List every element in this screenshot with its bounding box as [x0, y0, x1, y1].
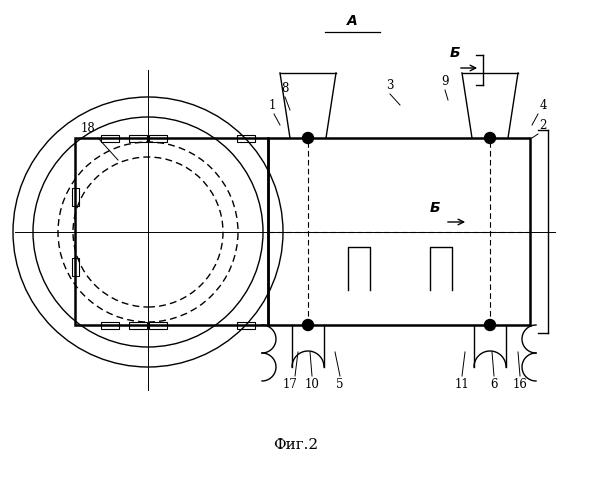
Text: Б: Б	[450, 46, 461, 60]
Text: А: А	[347, 14, 358, 28]
Circle shape	[303, 320, 314, 330]
Bar	[72, 258, 79, 276]
Text: Б: Б	[430, 201, 440, 215]
Bar	[149, 322, 167, 328]
Text: 5: 5	[336, 378, 344, 391]
Bar	[237, 134, 255, 141]
Bar	[101, 322, 119, 328]
Bar	[129, 322, 147, 328]
Bar	[72, 188, 79, 206]
Text: 8: 8	[281, 82, 289, 95]
Text: 11: 11	[455, 378, 469, 391]
Bar	[149, 134, 167, 141]
Bar	[129, 134, 147, 141]
Text: 6: 6	[490, 378, 498, 391]
Text: 18: 18	[81, 122, 95, 135]
Bar	[75, 138, 268, 325]
Circle shape	[484, 132, 496, 143]
Text: 2: 2	[539, 119, 546, 132]
Text: 9: 9	[441, 75, 449, 88]
Circle shape	[484, 320, 496, 330]
Text: 17: 17	[282, 378, 297, 391]
Bar	[101, 134, 119, 141]
Text: 1: 1	[268, 99, 276, 112]
Text: 4: 4	[539, 99, 547, 112]
Circle shape	[303, 132, 314, 143]
Bar	[237, 322, 255, 328]
Text: 3: 3	[386, 79, 394, 92]
Bar	[268, 138, 530, 325]
Text: Фиг.2: Фиг.2	[274, 438, 318, 452]
Text: 16: 16	[513, 378, 527, 391]
Text: 10: 10	[304, 378, 320, 391]
